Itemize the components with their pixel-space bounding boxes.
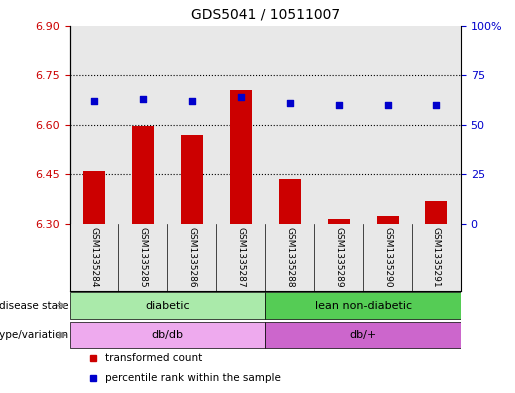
Text: GSM1335290: GSM1335290 bbox=[383, 227, 392, 287]
Point bbox=[432, 102, 440, 108]
Bar bbox=[70, 292, 265, 319]
Bar bbox=[279, 179, 301, 224]
Text: percentile rank within the sample: percentile rank within the sample bbox=[105, 373, 281, 383]
Bar bbox=[265, 322, 461, 348]
Text: transformed count: transformed count bbox=[105, 353, 202, 364]
Bar bbox=[376, 216, 399, 224]
Text: GSM1335284: GSM1335284 bbox=[90, 227, 98, 287]
Text: GSM1335287: GSM1335287 bbox=[236, 227, 245, 287]
Bar bbox=[181, 135, 203, 224]
Point bbox=[335, 102, 343, 108]
Text: GSM1335291: GSM1335291 bbox=[432, 227, 441, 287]
Text: GSM1335285: GSM1335285 bbox=[139, 227, 147, 287]
Text: diabetic: diabetic bbox=[145, 301, 190, 310]
Bar bbox=[83, 171, 105, 224]
Point bbox=[139, 96, 147, 102]
Bar bbox=[70, 322, 265, 348]
Point bbox=[236, 94, 245, 100]
Text: GSM1335286: GSM1335286 bbox=[187, 227, 196, 287]
Point bbox=[187, 98, 196, 104]
Text: db/+: db/+ bbox=[350, 330, 376, 340]
Text: GSM1335288: GSM1335288 bbox=[285, 227, 294, 287]
Point bbox=[383, 102, 391, 108]
Text: GSM1335289: GSM1335289 bbox=[334, 227, 343, 287]
Bar bbox=[132, 127, 154, 224]
Text: lean non-diabetic: lean non-diabetic bbox=[315, 301, 411, 310]
Bar bbox=[425, 201, 448, 224]
Bar bbox=[230, 90, 252, 224]
Bar bbox=[328, 219, 350, 224]
Point bbox=[90, 98, 98, 104]
Point bbox=[285, 100, 294, 106]
Text: db/db: db/db bbox=[151, 330, 183, 340]
Title: GDS5041 / 10511007: GDS5041 / 10511007 bbox=[191, 7, 340, 22]
Text: genotype/variation: genotype/variation bbox=[0, 330, 68, 340]
Bar bbox=[265, 292, 461, 319]
Text: disease state: disease state bbox=[0, 301, 68, 310]
